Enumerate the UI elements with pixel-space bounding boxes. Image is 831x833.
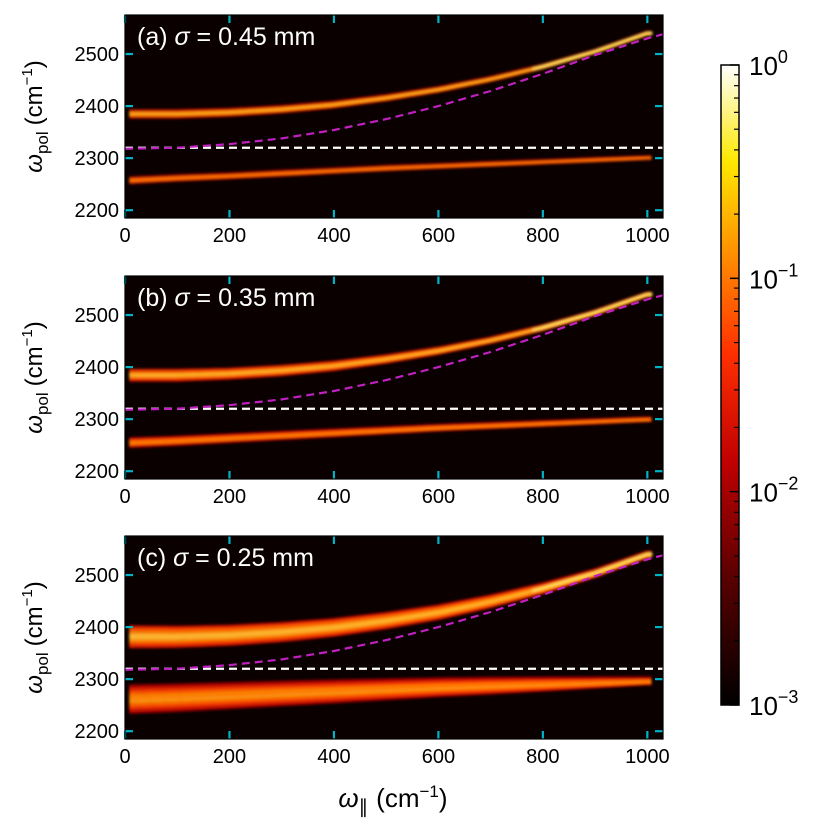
x-tick-label: 800 — [526, 746, 559, 768]
x-tick-label: 200 — [213, 225, 246, 247]
colorbar-tick-label: 10−1 — [749, 260, 798, 294]
cavity-dispersion-line — [125, 554, 663, 671]
lower-polariton-branch-core — [129, 418, 652, 444]
x-tick-label: 1000 — [625, 746, 670, 768]
x-tick-label: 0 — [119, 486, 130, 508]
lower-polariton-branch-core — [129, 156, 652, 182]
lower-polariton-branch-core — [129, 679, 652, 700]
x-tick-label: 400 — [317, 746, 350, 768]
upper-polariton-branch-highlight — [532, 292, 653, 332]
y-tick-label: 2400 — [75, 96, 120, 118]
y-tick-label: 2500 — [75, 44, 120, 66]
panel-label-a: (a) σ = 0.45 mm — [137, 23, 315, 51]
upper-polariton-branch-fringe — [129, 30, 652, 112]
y-tick-label: 2300 — [75, 148, 120, 170]
panel-c: 0 200 400 600 800 1000 2200 2300 2400 2500 (c) σ =… — [19, 535, 670, 768]
y-tick-label: 2200 — [75, 200, 120, 222]
upper-polariton-branch — [129, 291, 653, 382]
plot-frame — [124, 14, 664, 219]
upper-polariton-branch-highlight — [532, 31, 653, 71]
x-tick-label: 200 — [213, 746, 246, 768]
colorbar-major-ticks: 100 10−1 10−2 10−3 — [730, 47, 798, 721]
x-tick-label: 0 — [119, 746, 130, 768]
x-tick-label: 600 — [422, 225, 455, 247]
y-tick-label: 2300 — [75, 409, 120, 431]
panel-label-c: (c) σ = 0.25 mm — [137, 544, 314, 572]
panel-a: 0 200 400 600 800 1000 2200 2300 2400 2500 (a) σ =… — [19, 14, 670, 247]
colorbar-tick-label: 100 — [749, 47, 788, 81]
y-axis-label: ωpol(cm−1) — [19, 321, 52, 433]
x-tick-label: 600 — [422, 486, 455, 508]
y-tick-label: 2500 — [75, 305, 120, 327]
x-tick-label: 400 — [317, 486, 350, 508]
colorbar: 100 10−1 10−2 10−3 — [720, 47, 798, 721]
x-tick-label: 200 — [213, 486, 246, 508]
upper-polariton-branch — [129, 30, 653, 119]
lower-polariton-branch-fringe — [129, 676, 652, 686]
cavity-dispersion-line — [125, 294, 663, 411]
lower-polariton-branch-fringe — [129, 416, 652, 439]
y-tick-label: 2500 — [75, 565, 120, 587]
upper-polariton-branch-highlight — [532, 552, 653, 593]
cavity-dispersion-line — [125, 33, 663, 150]
y-tick-label: 2400 — [75, 617, 120, 639]
upper-polariton-branch — [129, 550, 653, 649]
x-tick-label: 800 — [526, 486, 559, 508]
y-axis-label: ωpol(cm−1) — [19, 581, 52, 693]
y-tick-label: 2400 — [75, 357, 120, 379]
y-axis-label: ωpol(cm−1) — [19, 60, 52, 172]
x-tick-label: 600 — [422, 746, 455, 768]
upper-polariton-branch-fringe — [129, 550, 652, 627]
lower-polariton-branch-fringe — [129, 155, 652, 179]
colorbar-gradient — [721, 65, 739, 705]
colorbar-minor-ticks — [734, 74, 739, 642]
lower-polariton-branch — [129, 676, 652, 714]
plot-frame — [124, 535, 664, 740]
colorbar-tick-label: 10−3 — [749, 687, 798, 721]
lower-polariton-branch — [129, 155, 652, 185]
upper-polariton-branch-fringe — [129, 291, 652, 370]
x-tick-label: 400 — [317, 225, 350, 247]
x-axis-label: ω∥ (cm−1) — [338, 782, 447, 818]
panel-b: 0 200 400 600 800 1000 2200 2300 2400 2500 (b) σ =… — [19, 275, 670, 508]
x-tick-label: 1000 — [625, 225, 670, 247]
plot-frame — [124, 275, 664, 480]
y-tick-label: 2200 — [75, 461, 120, 483]
y-tick-label: 2200 — [75, 721, 120, 743]
x-tick-label: 800 — [526, 225, 559, 247]
y-tick-label: 2300 — [75, 669, 120, 691]
panel-label-b: (b) σ = 0.35 mm — [137, 284, 315, 312]
colorbar-tick-label: 10−2 — [749, 474, 798, 508]
x-tick-label: 0 — [119, 225, 130, 247]
lower-polariton-branch — [129, 416, 652, 449]
x-tick-label: 1000 — [625, 486, 670, 508]
